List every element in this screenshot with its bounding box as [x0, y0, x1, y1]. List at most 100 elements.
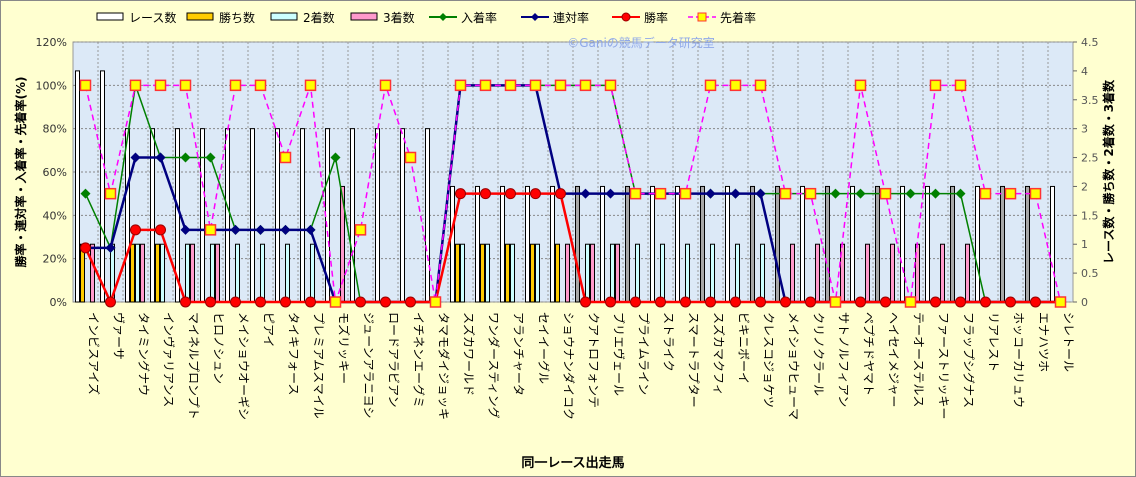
races-bar — [500, 185, 505, 303]
x-tick-label: ロードアラビアン — [387, 312, 401, 408]
legend-marker — [621, 12, 631, 22]
beat-rate-point — [279, 151, 292, 164]
x-axis-title: 同一レース出走馬 — [521, 455, 624, 471]
x-tick-label: インヴァリアンス — [162, 312, 177, 407]
second-bar — [585, 243, 590, 303]
beat-rate-point — [979, 187, 992, 200]
beat-rate-point — [954, 79, 967, 92]
x-tick-label: ファーストリッキー — [937, 312, 951, 419]
beat-rate-point — [829, 296, 842, 308]
x-tick-label: リアレスト — [987, 312, 1001, 372]
left-tick-label: 100% — [36, 79, 67, 92]
legend-swatch — [96, 12, 124, 21]
x-tick-label: プレミアムスマイル — [312, 312, 326, 419]
quinella-rate-point — [180, 224, 191, 235]
races-bar — [650, 185, 655, 303]
beat-rate-point — [654, 187, 667, 200]
second-bar — [610, 243, 615, 303]
x-tick-label: シレトール — [1062, 312, 1076, 372]
win-rate-point — [1005, 296, 1016, 308]
beat-rate-point — [104, 187, 117, 200]
win-rate-point — [655, 296, 666, 308]
third-bar — [615, 243, 620, 303]
second-bar — [210, 243, 215, 303]
third-bar — [190, 243, 195, 303]
wins-bar — [530, 243, 535, 303]
races-bar — [350, 128, 355, 303]
beat-rate-point — [254, 79, 267, 92]
third-bar — [790, 243, 795, 303]
races-bar — [625, 185, 630, 303]
second-bar — [460, 243, 465, 303]
legend-swatch — [350, 12, 378, 21]
x-tick-label: サトノルフィアン — [837, 312, 851, 407]
right-tick-label: 2 — [1081, 180, 1088, 193]
beat-rate-point — [129, 79, 142, 92]
second-bar — [485, 243, 490, 303]
win-rate-point — [105, 296, 116, 308]
second-bar — [235, 243, 240, 303]
x-tick-label: ペプチドヤマト — [862, 312, 876, 396]
win-rate-point — [480, 188, 491, 200]
beat-rate-point — [154, 79, 167, 92]
beat-rate-point — [1004, 187, 1017, 200]
x-tick-label: クレスコジョケツ — [762, 312, 776, 408]
win-rate-point — [705, 296, 716, 308]
races-bar — [475, 185, 480, 303]
beat-rate-point — [329, 296, 342, 308]
third-bar — [965, 243, 970, 303]
right-tick-label: 0.5 — [1081, 267, 1099, 280]
beat-rate-point — [379, 79, 392, 92]
x-tick-label: タイキフォース — [287, 312, 301, 395]
x-tick-label: ワンダースティング — [487, 312, 502, 419]
left-tick-label: 60% — [43, 166, 67, 179]
quinella-rate-point — [155, 152, 166, 163]
win-rate-point — [605, 296, 616, 308]
second-bar — [260, 243, 265, 303]
races-bar — [275, 128, 280, 303]
right-tick-label: 3.5 — [1081, 94, 1099, 107]
win-rate-point — [805, 296, 816, 308]
beat-rate-point — [554, 79, 567, 92]
wins-bar — [505, 243, 510, 303]
win-rate-point — [155, 224, 166, 236]
races-bar — [75, 70, 80, 303]
third-bar — [940, 243, 945, 303]
x-tick-label: ジューンアラニヨシ — [362, 312, 376, 419]
beat-rate-point — [204, 224, 217, 236]
x-tick-label: モズリッキー — [337, 312, 352, 384]
place-rate-point — [830, 188, 841, 199]
beat-rate-point — [454, 79, 467, 92]
races-bar — [925, 185, 930, 303]
win-rate-point — [130, 224, 141, 236]
win-rate-point — [205, 296, 216, 308]
beat-rate-point — [779, 187, 792, 200]
right-tick-label: 4.5 — [1081, 36, 1099, 49]
races-bar — [950, 185, 955, 303]
second-bar — [660, 243, 665, 303]
beat-rate-point — [229, 79, 242, 92]
second-bar — [710, 243, 715, 303]
beat-rate-point — [79, 79, 92, 92]
beat-rate-point — [929, 79, 942, 92]
races-bar — [150, 128, 155, 303]
beat-rate-point — [354, 224, 367, 236]
beat-rate-point — [304, 79, 317, 92]
win-rate-point — [955, 296, 966, 308]
races-bar — [1050, 185, 1055, 303]
wins-bar — [480, 243, 485, 303]
races-bar — [100, 70, 105, 303]
place-rate-point — [205, 152, 216, 163]
races-bar — [700, 185, 705, 303]
win-rate-point — [730, 296, 741, 308]
win-rate-point — [780, 296, 791, 308]
win-rate-point — [80, 242, 91, 254]
quinella-rate-point — [705, 188, 716, 199]
right-tick-label: 4 — [1081, 65, 1088, 78]
place-rate-point — [905, 188, 916, 199]
right-tick-label: 1.5 — [1081, 209, 1099, 222]
watermark: ©Ganiの競馬データ研究室 — [567, 35, 715, 50]
x-tick-label: タイミングナウ — [137, 312, 151, 396]
